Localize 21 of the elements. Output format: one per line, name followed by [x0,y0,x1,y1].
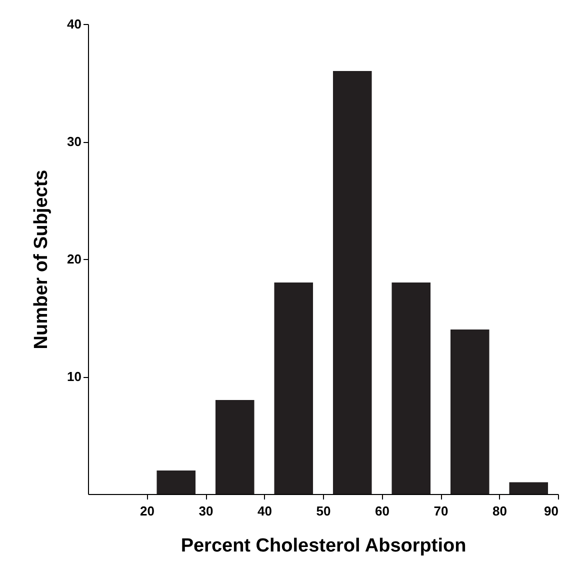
x-tick-label: 50 [316,504,331,518]
bar [274,282,314,494]
x-tick-label: 90 [544,504,558,518]
bar [450,330,490,494]
x-axis-title: Percent Cholesterol Absorption [180,536,466,556]
x-tick-label: 80 [492,504,507,518]
x-tick-label: 30 [198,504,214,518]
bar [215,400,254,494]
bar [332,71,372,494]
x-tick-label: 20 [140,504,154,518]
x-tick-label: 60 [375,504,390,518]
x-tick-label: 40 [258,504,272,518]
y-tick-label: 10 [67,369,82,384]
x-tick-label: 70 [434,504,448,518]
bar [156,470,196,494]
bar [392,282,431,494]
y-axis-title: Number of Subjects [31,170,52,350]
bar [509,482,548,494]
y-tick-label: 30 [67,134,82,149]
y-tick-label: 20 [67,252,82,266]
y-tick-label: 40 [67,16,82,32]
